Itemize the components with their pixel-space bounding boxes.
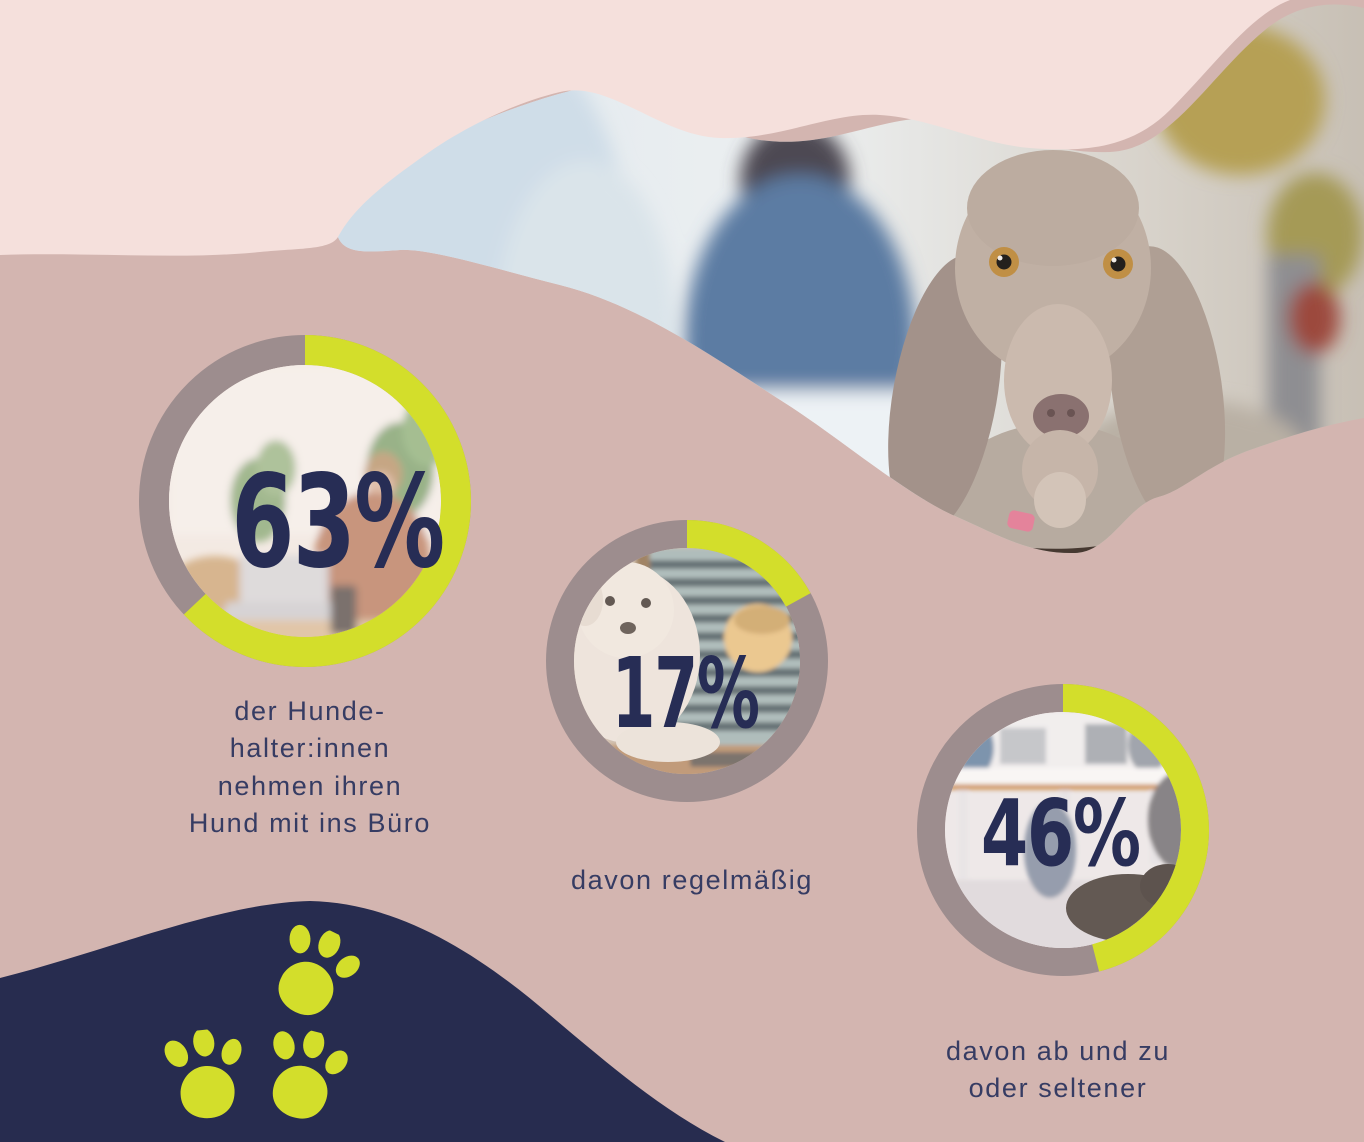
stat-value-owners: 63%: [231, 448, 445, 597]
donut1-photo: [169, 365, 441, 637]
donut-chart-occasional: [917, 684, 1209, 976]
weimaraner-dog: [888, 150, 1226, 554]
donut2-photo: [574, 548, 800, 774]
stat-label-occasional: davon ab und zu oder seltener: [946, 1036, 1170, 1104]
stat-value-regular: 17%: [611, 637, 759, 750]
donut3-value-arc: [917, 684, 1209, 976]
donut1-value-arc: [139, 335, 471, 667]
pink-top-wave: [0, 0, 1290, 256]
donut-chart-regular: [546, 520, 828, 802]
donut2-value-arc: [546, 520, 828, 802]
stat-label-owners: der Hunde- halter:innen nehmen ihren Hun…: [188, 696, 432, 838]
navy-bottom-wave: [0, 901, 725, 1142]
stat-label-regular: davon regelmäßig: [570, 865, 814, 895]
donut-chart-owners: [139, 335, 471, 667]
stat-value-occasional: 46%: [980, 780, 1141, 887]
